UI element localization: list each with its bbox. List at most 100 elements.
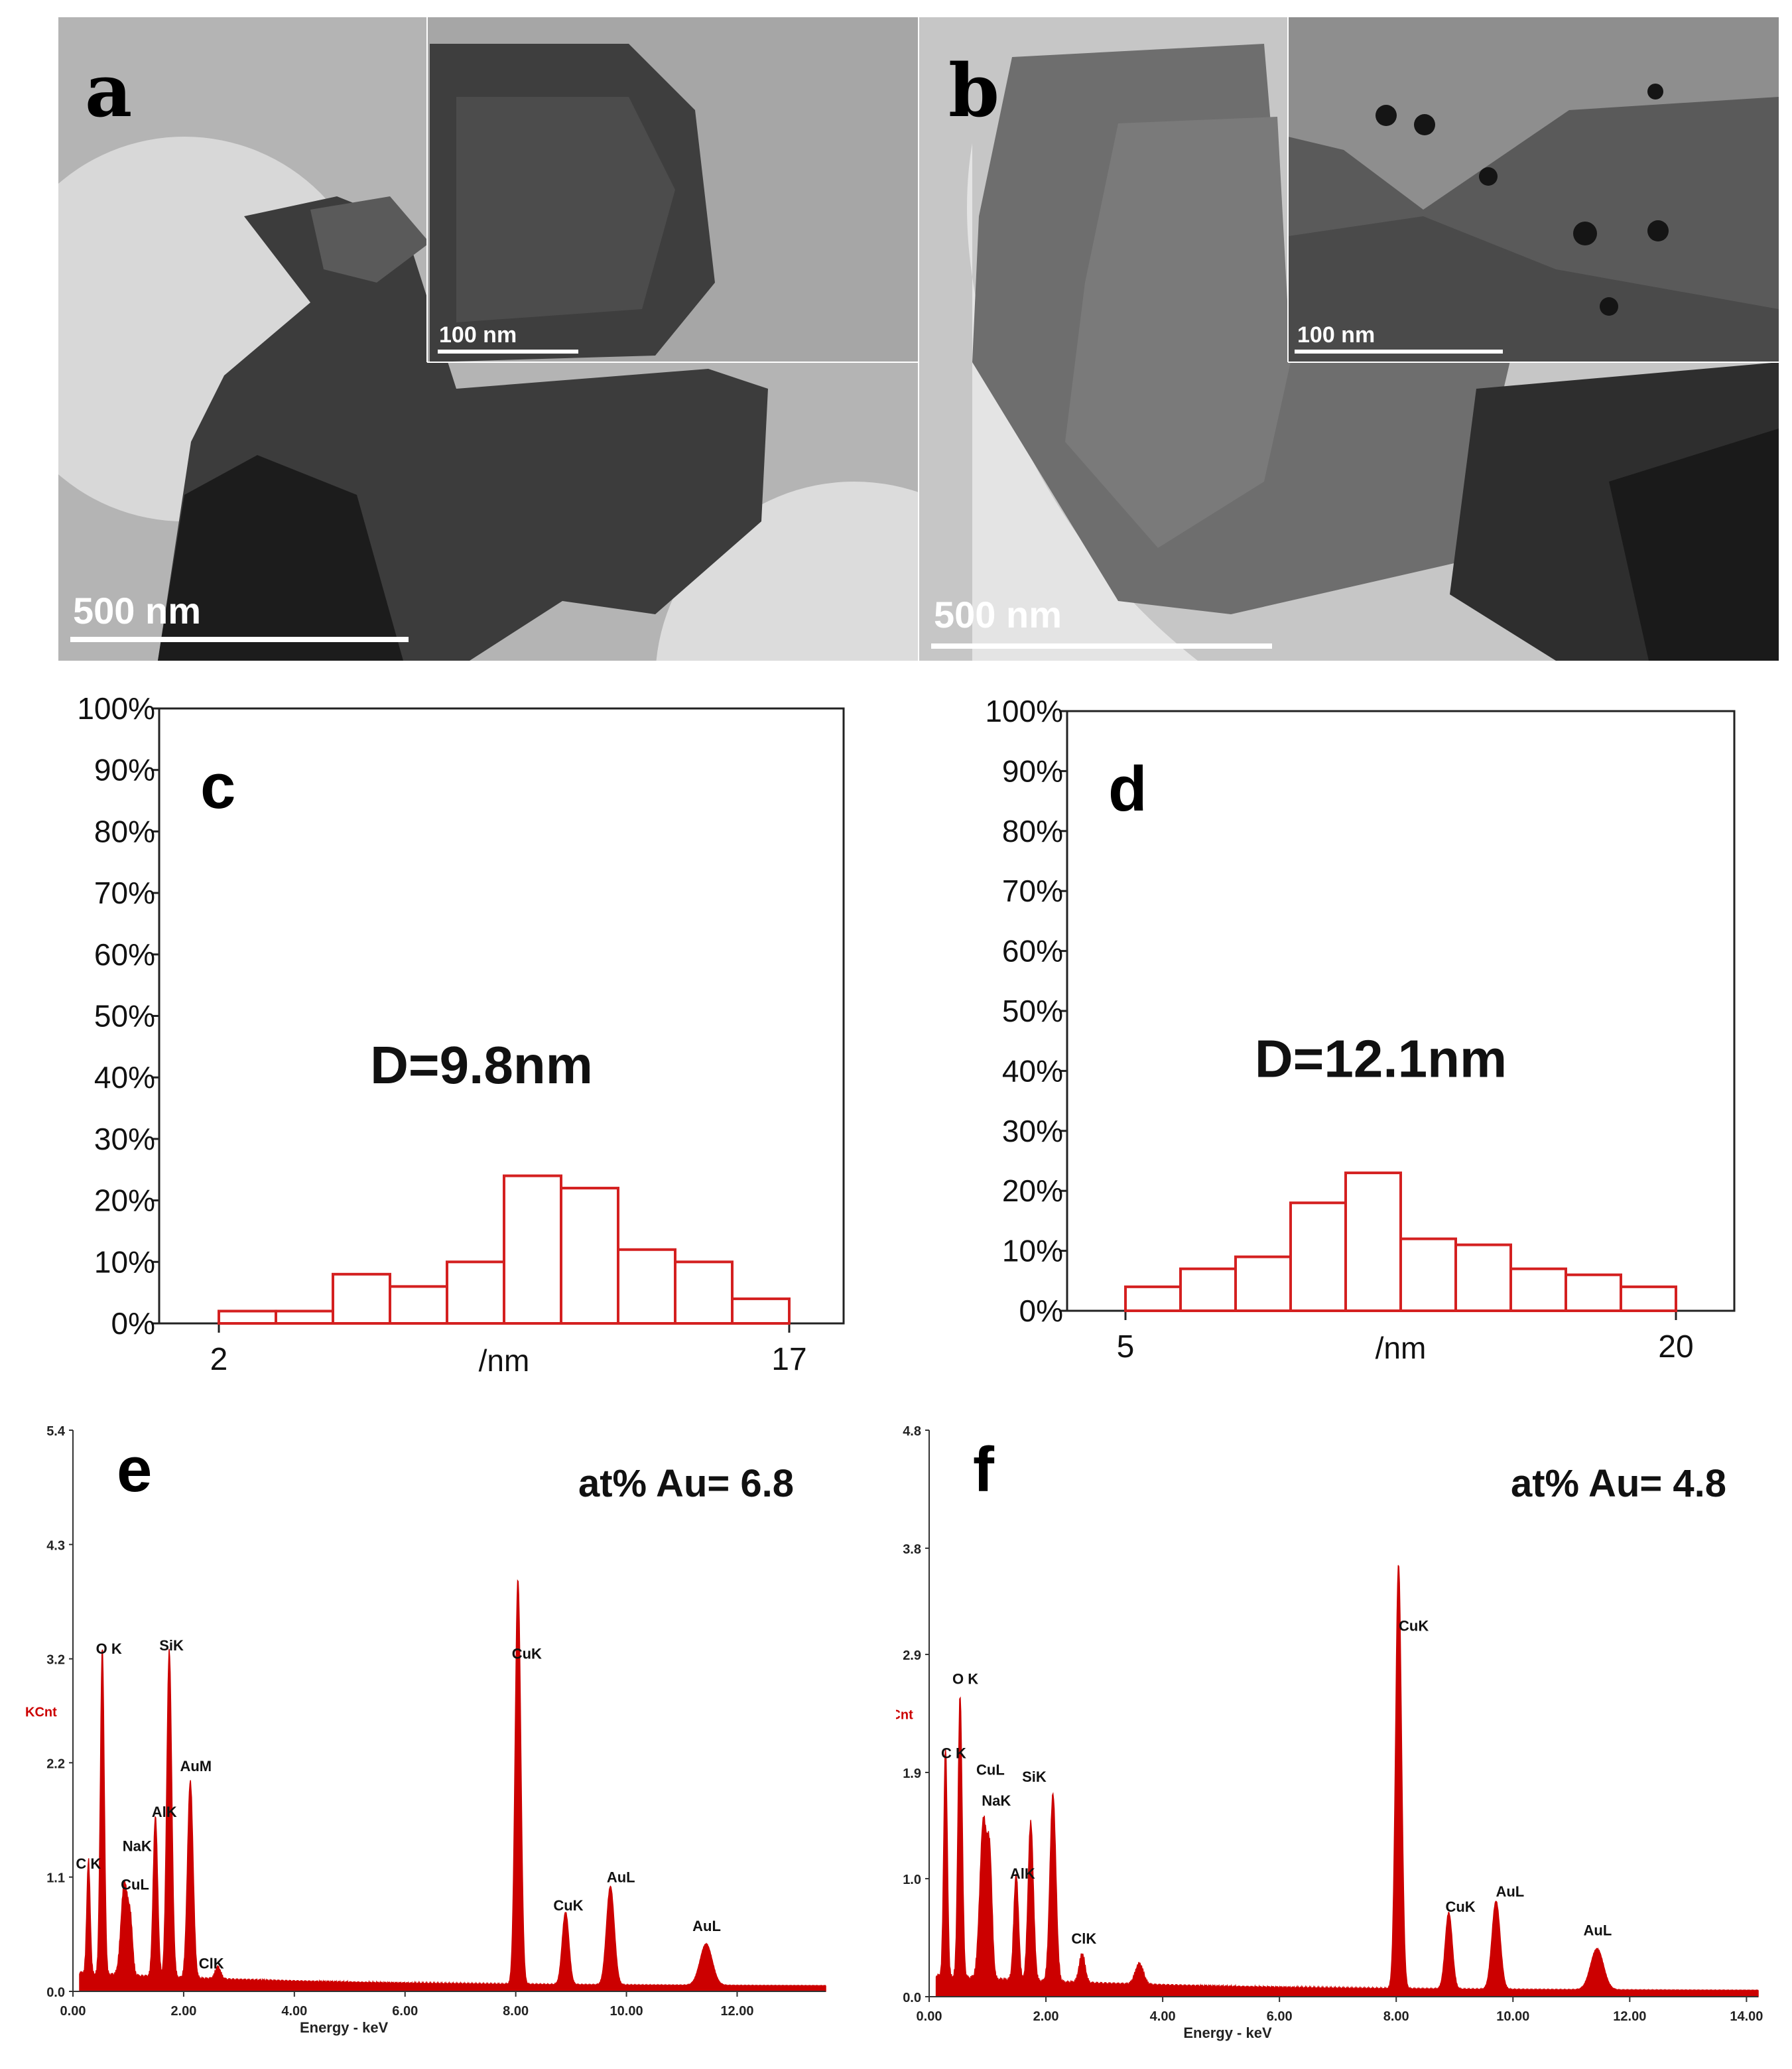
histogram-bar — [731, 1297, 791, 1325]
x-tick-label: 10.00 — [610, 2004, 643, 2019]
peak-label: ClK — [199, 1956, 224, 1972]
x-tick-label: 6.00 — [392, 2004, 418, 2019]
y-tick-label: 10% — [94, 1244, 155, 1279]
y-tick-label: 60% — [94, 937, 155, 972]
y-tick-label: 30% — [1002, 1114, 1063, 1148]
histogram-bar — [503, 1174, 562, 1325]
y-tick-label: 30% — [94, 1122, 155, 1156]
y-axis-label: KCnt — [25, 1705, 57, 1719]
panel-label-e: e — [117, 1434, 152, 1505]
y-tick-label: 0.0 — [46, 1985, 65, 2000]
eds-spectrum-f: 0.0 1.0 1.9 2.9 3.8 4.8 0.00 2.00 4.00 6.00 8.00 10… — [896, 1424, 1763, 2041]
panel-label-a: a — [85, 48, 133, 133]
y-tick-label: 90% — [1002, 754, 1063, 788]
histogram-bar — [1344, 1171, 1402, 1313]
y-axis-label: KCnt — [896, 1708, 913, 1723]
tem-image-a: 100 nm 500 nm a — [58, 17, 918, 661]
histogram-bar — [1565, 1273, 1622, 1313]
y-tick-label: 70% — [1002, 874, 1063, 908]
y-tick-label: 1.0 — [903, 1873, 921, 1887]
x-axis-label: Energy - keV — [300, 2019, 389, 2036]
peak-label: AuL — [1496, 1883, 1524, 1900]
peak-label: CuK — [1399, 1617, 1429, 1634]
spectrum-trace — [935, 1565, 1759, 1997]
histogram-bar — [446, 1260, 505, 1325]
histogram-bar — [1124, 1285, 1182, 1313]
peak-label: NaK — [982, 1792, 1011, 1809]
y-tick-label: 100% — [985, 694, 1063, 728]
x-tick-label: 5 — [1117, 1329, 1135, 1365]
peak-label: O K — [96, 1640, 122, 1657]
panel-label-f: f — [973, 1434, 995, 1505]
peak-label: AuL — [607, 1869, 635, 1886]
eds-spectrum-e: 0.0 1.1 2.2 3.2 4.3 5.4 0.00 2.00 4.00 6.00 8.00 10… — [25, 1424, 826, 2036]
x-axis-label: Energy - keV — [1183, 2025, 1272, 2041]
peak-label: AlK — [1010, 1865, 1035, 1882]
histogram-bar — [218, 1309, 277, 1325]
histogram-bar — [275, 1309, 334, 1325]
tem-micrograph-a — [58, 17, 918, 661]
peak-label: AuL — [692, 1918, 721, 1934]
scale-label-main-b: 500 nm — [934, 594, 1062, 635]
peak-label: AuL — [1584, 1922, 1612, 1938]
histogram-bar — [332, 1272, 391, 1325]
y-tick-label: 50% — [94, 999, 155, 1034]
x-tick-label: 2.00 — [170, 2004, 196, 2019]
x-tick-label: 2.00 — [1033, 2009, 1059, 2024]
peak-label: CuK — [512, 1646, 542, 1662]
histogram-c: 0% 10% 20% 30% 40% 50% 60% 70% 80% 90% 100% 2 17/nm c… — [77, 691, 845, 1378]
peak-label: ClK — [1071, 1930, 1096, 1947]
y-tick-label: 1.9 — [903, 1767, 921, 1781]
histogram-bar — [1179, 1267, 1237, 1312]
x-tick-label: 6.00 — [1267, 2009, 1293, 2024]
y-tick-label: 70% — [94, 876, 155, 910]
histogram-bar — [674, 1260, 734, 1325]
x-tick-label: 0.00 — [60, 2004, 86, 2019]
y-tick-label: 1.1 — [46, 1871, 65, 1886]
peak-label: NaK — [123, 1838, 152, 1855]
histogram-bar — [1620, 1285, 1677, 1313]
x-tick-label: 4.00 — [281, 2004, 307, 2019]
y-tick-label: 4.3 — [46, 1538, 65, 1553]
y-tick-label: 20% — [1002, 1173, 1063, 1208]
x-tick-label: 4.00 — [1150, 2009, 1176, 2024]
spectrum-trace — [79, 1579, 826, 1992]
peak-label: SiK — [159, 1637, 184, 1654]
histogram-bar — [560, 1187, 619, 1325]
y-tick-label: 90% — [94, 753, 155, 787]
histogram-bar — [1234, 1255, 1292, 1313]
y-tick-label: 80% — [94, 814, 155, 848]
histogram-bar — [1289, 1201, 1347, 1313]
y-tick-label: 60% — [1002, 934, 1063, 968]
peak-label: AuM — [180, 1758, 212, 1774]
mean-diameter-label: D=12.1nm — [1255, 1029, 1507, 1088]
panel-label-c: c — [200, 751, 235, 822]
x-axis-label: /nm — [479, 1343, 530, 1378]
x-tick-label: 8.00 — [503, 2004, 529, 2019]
histogram-bar — [617, 1248, 676, 1325]
x-tick-label: 12.00 — [1613, 2009, 1646, 2024]
x-tick-label: 8.00 — [1383, 2009, 1409, 2024]
y-tick-label: 80% — [1002, 814, 1063, 848]
gold-content-annotation: at% Au= 6.8 — [578, 1462, 794, 1505]
histogram-bar — [389, 1285, 448, 1325]
peak-label: CuK — [553, 1897, 583, 1914]
y-tick-label: 0% — [111, 1306, 155, 1341]
histogram-bar — [1454, 1243, 1512, 1312]
histogram-bar — [1399, 1237, 1457, 1313]
y-tick-label: 0.0 — [903, 1991, 921, 2005]
x-tick-label: 2 — [210, 1342, 228, 1377]
panel-label-b: b — [948, 48, 999, 133]
histogram-bar — [1509, 1267, 1567, 1312]
panel-label-d: d — [1108, 754, 1147, 825]
y-tick-label: 100% — [77, 691, 155, 726]
x-axis-label: /nm — [1376, 1331, 1427, 1365]
y-tick-label: 2.9 — [903, 1648, 921, 1663]
scale-label-main-a: 500 nm — [73, 590, 201, 632]
y-tick-label: 10% — [1002, 1234, 1063, 1268]
x-tick-label: 17 — [771, 1342, 806, 1377]
peak-label: AlK — [152, 1804, 177, 1820]
scale-label-inset-a: 100 nm — [439, 322, 517, 348]
peak-label: C K — [941, 1745, 966, 1762]
peak-label: CuK — [1445, 1899, 1475, 1915]
